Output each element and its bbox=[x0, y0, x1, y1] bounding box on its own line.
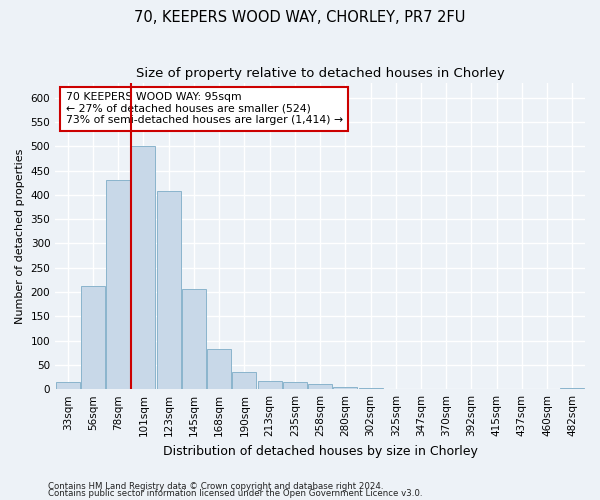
Text: 70 KEEPERS WOOD WAY: 95sqm
← 27% of detached houses are smaller (524)
73% of sem: 70 KEEPERS WOOD WAY: 95sqm ← 27% of deta… bbox=[66, 92, 343, 126]
Bar bbox=[106, 180, 130, 389]
Bar bbox=[359, 388, 383, 389]
Bar bbox=[257, 381, 281, 389]
Text: Contains public sector information licensed under the Open Government Licence v3: Contains public sector information licen… bbox=[48, 489, 422, 498]
X-axis label: Distribution of detached houses by size in Chorley: Distribution of detached houses by size … bbox=[163, 444, 478, 458]
Bar bbox=[81, 286, 105, 389]
Bar bbox=[131, 146, 155, 389]
Text: Contains HM Land Registry data © Crown copyright and database right 2024.: Contains HM Land Registry data © Crown c… bbox=[48, 482, 383, 491]
Bar bbox=[182, 288, 206, 389]
Bar bbox=[207, 349, 231, 389]
Bar bbox=[157, 192, 181, 389]
Bar bbox=[283, 382, 307, 389]
Title: Size of property relative to detached houses in Chorley: Size of property relative to detached ho… bbox=[136, 68, 505, 80]
Bar bbox=[334, 387, 357, 389]
Bar bbox=[308, 384, 332, 389]
Bar bbox=[560, 388, 584, 389]
Bar bbox=[232, 372, 256, 389]
Text: 70, KEEPERS WOOD WAY, CHORLEY, PR7 2FU: 70, KEEPERS WOOD WAY, CHORLEY, PR7 2FU bbox=[134, 10, 466, 25]
Y-axis label: Number of detached properties: Number of detached properties bbox=[15, 148, 25, 324]
Bar bbox=[56, 382, 80, 389]
